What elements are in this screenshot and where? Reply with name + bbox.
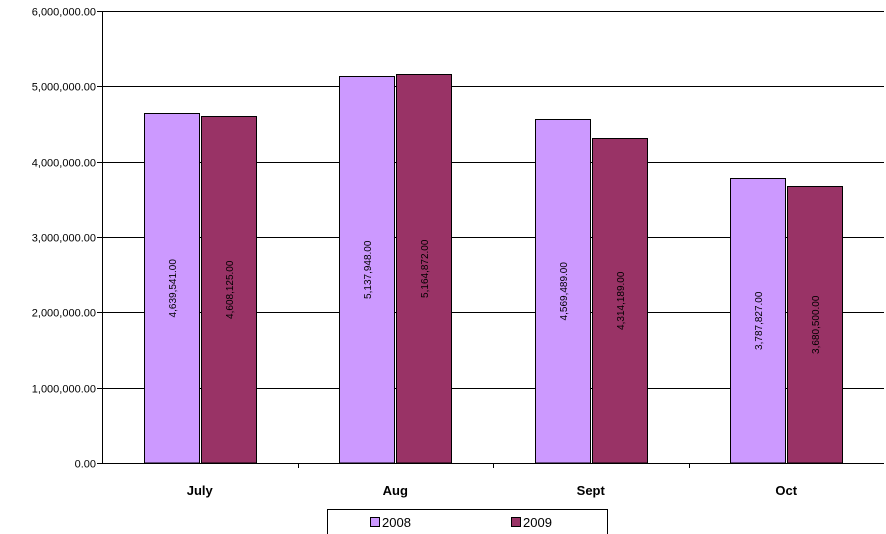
y-tick-label: 5,000,000.00 — [32, 82, 96, 94]
bar-2008-july — [144, 113, 200, 464]
legend-label-2008: 2008 — [382, 515, 411, 530]
data-label: 3,680,500.00 — [811, 295, 822, 354]
data-label: 4,569,489.00 — [559, 262, 570, 321]
legend-box — [327, 509, 608, 534]
data-label: 5,137,948.00 — [363, 240, 374, 299]
legend-swatch-2009 — [511, 517, 521, 527]
bar-2008-oct — [730, 178, 786, 464]
y-tick-label: 3,000,000.00 — [32, 233, 96, 245]
bar-2009-july — [201, 116, 257, 464]
bar-2009-aug — [396, 74, 452, 464]
x-tick-label: Aug — [383, 483, 408, 498]
y-tick-label: 4,000,000.00 — [32, 158, 96, 170]
x-tick-label: July — [187, 483, 214, 498]
legend-label-2009: 2009 — [523, 515, 552, 530]
y-tick-label: 1,000,000.00 — [32, 384, 96, 396]
x-tick-label: Sept — [577, 483, 606, 498]
y-tick-label: 2,000,000.00 — [32, 308, 96, 320]
legend-swatch-2008 — [370, 517, 380, 527]
y-tick-label: 6,000,000.00 — [32, 7, 96, 19]
bar-2009-sept — [592, 138, 648, 464]
data-label: 4,314,189.00 — [616, 271, 627, 330]
data-label: 4,639,541.00 — [168, 259, 179, 318]
data-label: 4,608,125.00 — [225, 260, 236, 319]
bar-2008-aug — [339, 76, 395, 464]
bar-2008-sept — [535, 119, 591, 464]
data-label: 5,164,872.00 — [420, 239, 431, 298]
bar-2009-oct — [787, 186, 843, 464]
data-label: 3,787,827.00 — [754, 291, 765, 350]
x-tick-label: Oct — [775, 483, 797, 498]
y-tick-label: 0.00 — [75, 459, 96, 471]
